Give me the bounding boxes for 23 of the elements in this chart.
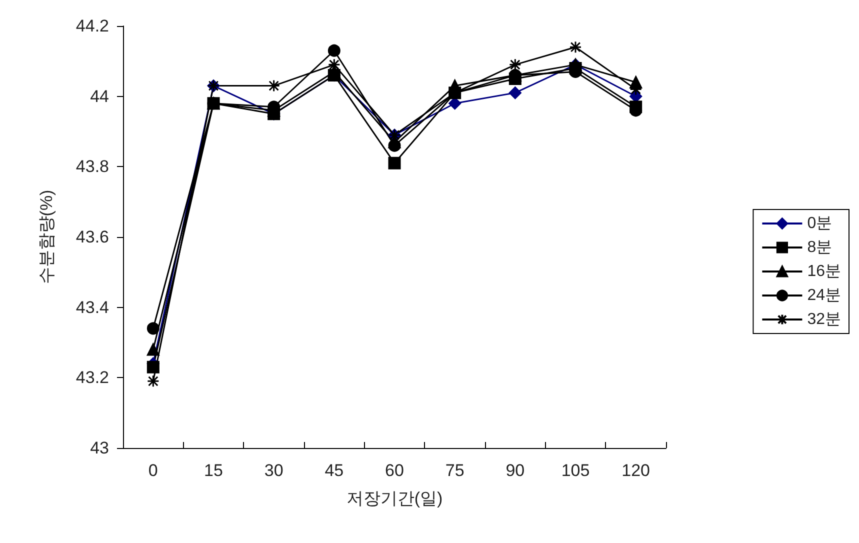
y-tick-label: 43.2 bbox=[76, 368, 109, 388]
y-tick-label: 44.2 bbox=[76, 16, 109, 36]
y-tick-label: 43.6 bbox=[76, 228, 109, 246]
legend-label: 16분 bbox=[807, 263, 841, 280]
legend-label: 8분 bbox=[807, 239, 832, 256]
legend-label: 0분 bbox=[807, 215, 832, 232]
x-axis-title: 저장기간(일) bbox=[346, 489, 443, 508]
y-tick-label: 43.4 bbox=[76, 298, 109, 317]
x-tick-label: 45 bbox=[324, 461, 344, 480]
x-tick-label: 30 bbox=[264, 461, 284, 480]
x-tick-label: 60 bbox=[385, 461, 404, 480]
x-tick-label: 75 bbox=[445, 461, 464, 480]
y-tick-label: 44 bbox=[90, 86, 109, 106]
y-axis-title: 수분함량(%) bbox=[37, 190, 56, 284]
y-tick-label: 43 bbox=[90, 438, 109, 458]
x-tick-label: 90 bbox=[506, 461, 525, 480]
legend-label: 32분 bbox=[807, 311, 841, 328]
x-tick-label: 120 bbox=[622, 461, 650, 480]
legend-label: 24분 bbox=[807, 287, 841, 304]
x-tick-label: 15 bbox=[204, 461, 223, 480]
x-tick-label: 105 bbox=[561, 461, 590, 480]
x-tick-label: 0 bbox=[148, 461, 158, 480]
y-tick-label: 43.8 bbox=[76, 157, 109, 176]
